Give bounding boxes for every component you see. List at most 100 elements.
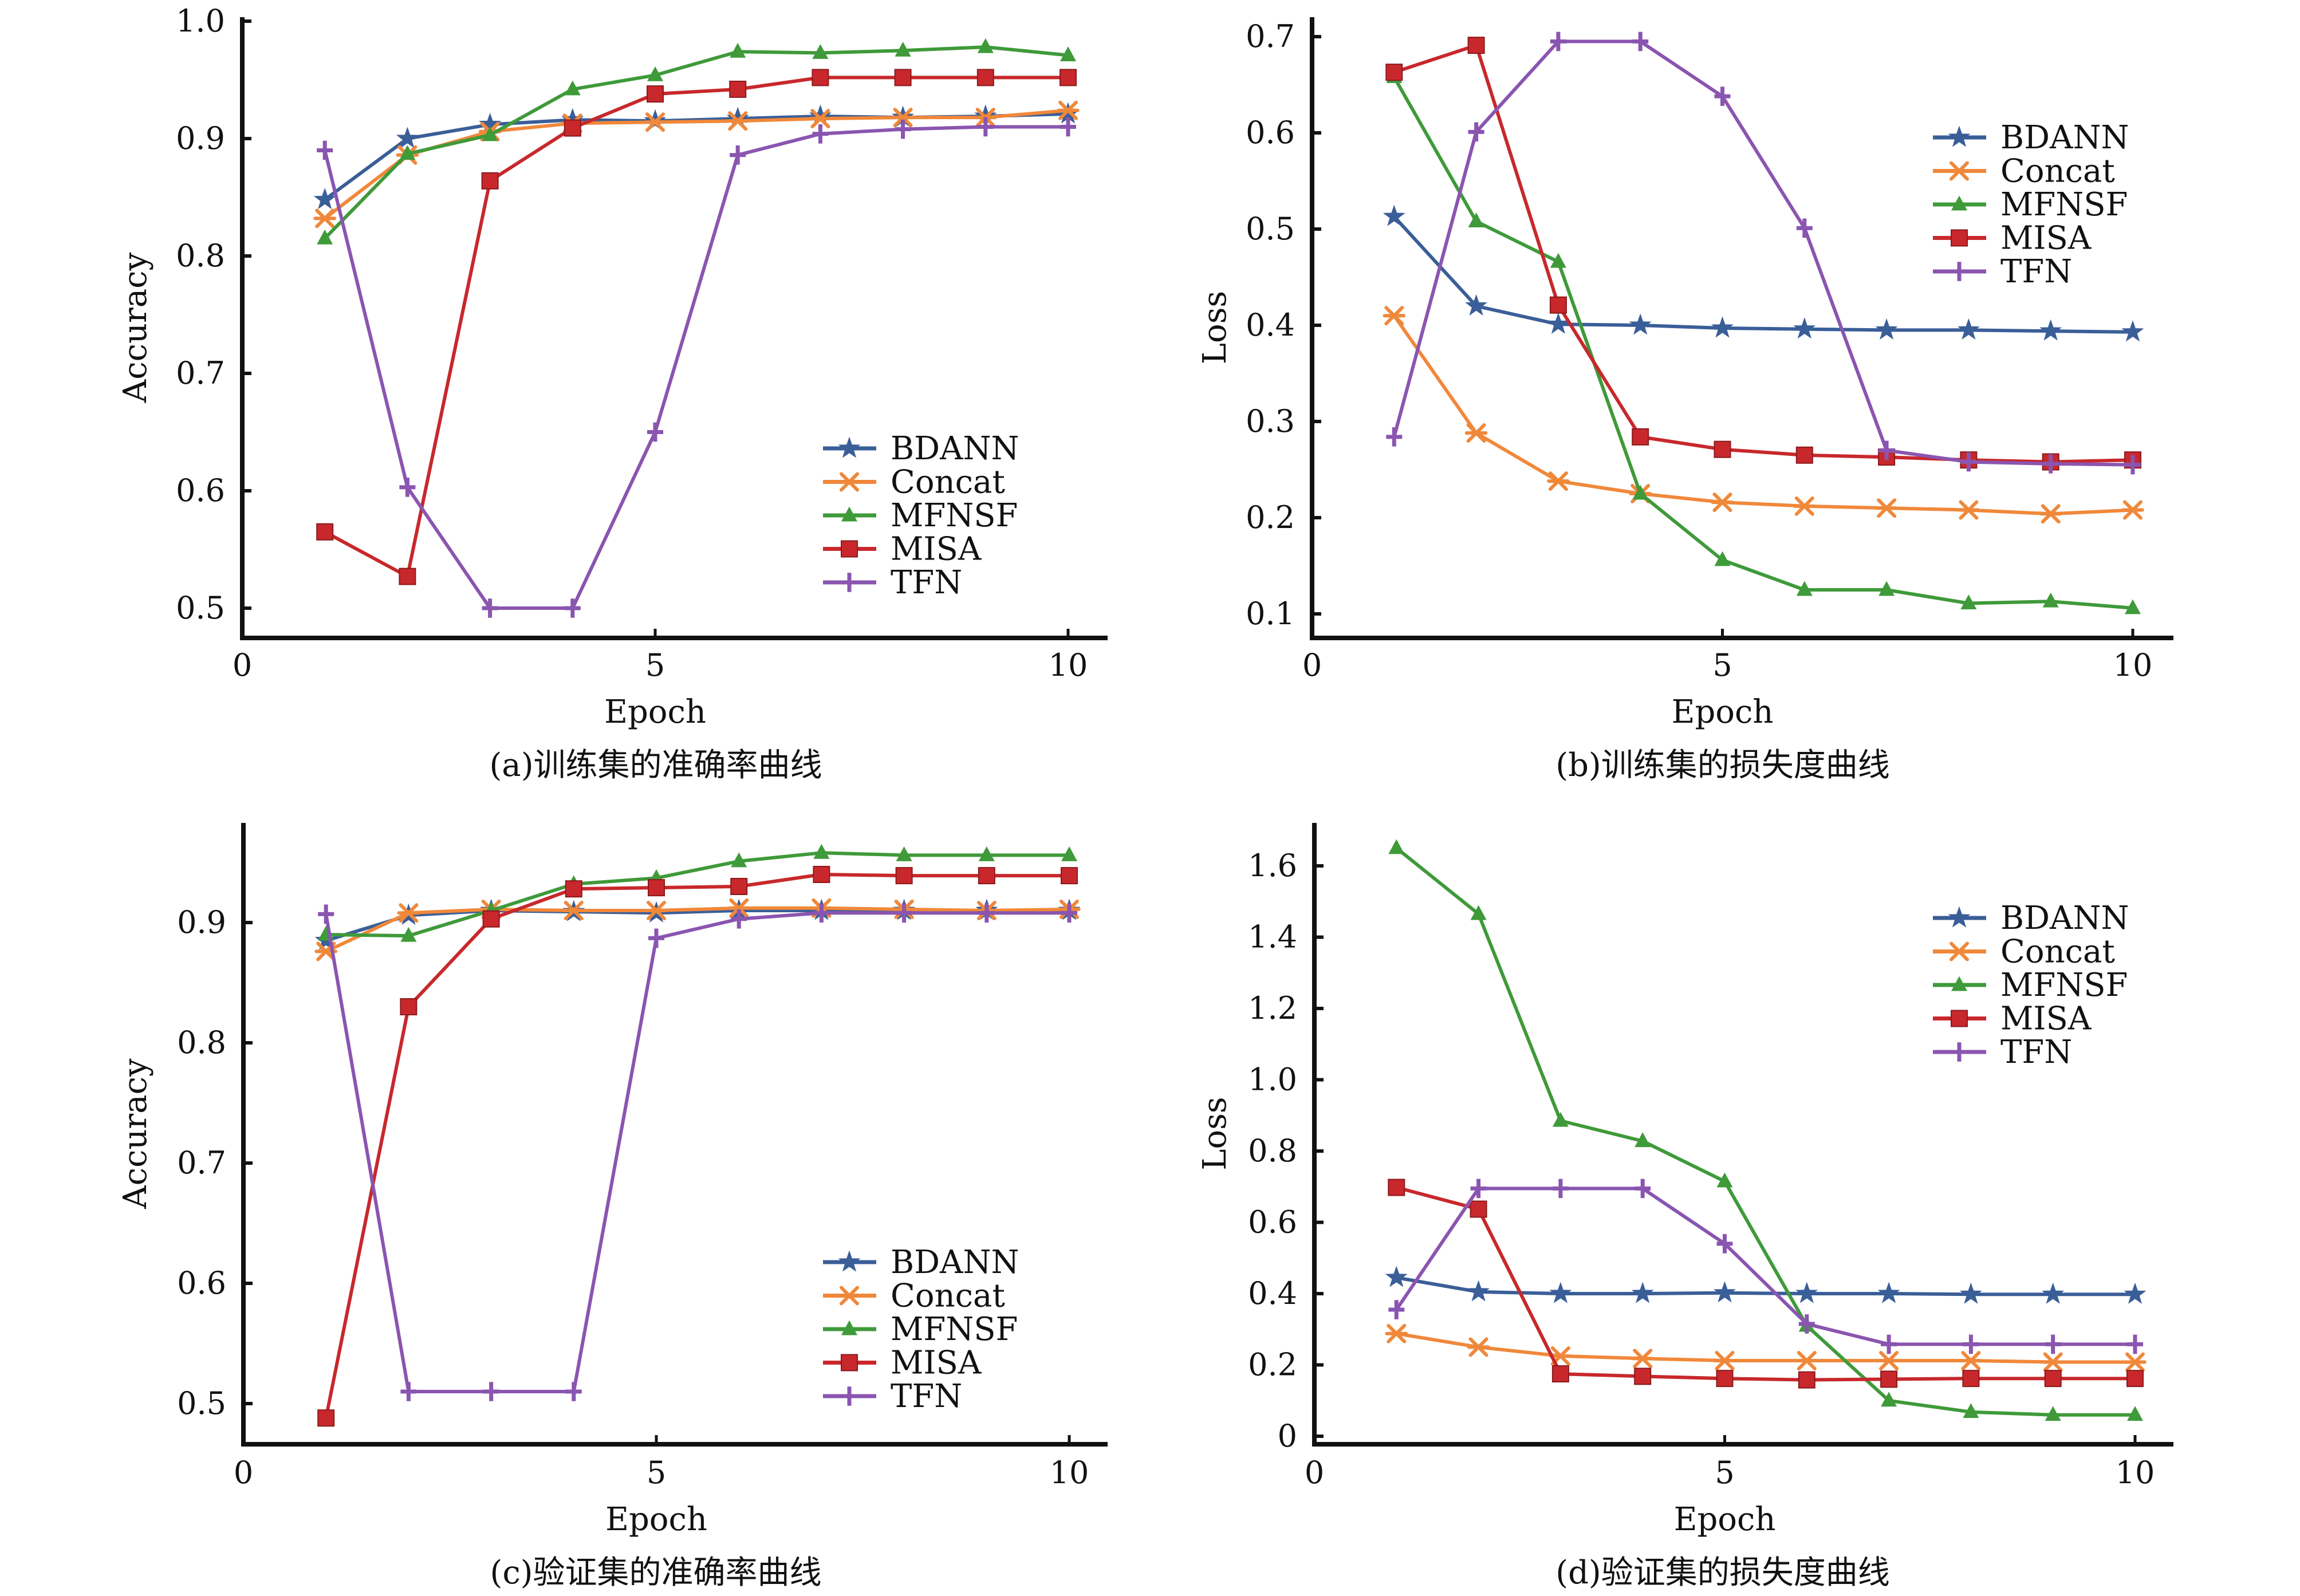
series-mfnsf xyxy=(317,38,1076,245)
chart-panel-a: 0.5 0.6 0.7 0.8 0.9 1.0 0 5 10 Epoch Accuracy (a)训练… xyxy=(117,3,1108,784)
data-point-bdann xyxy=(1793,317,1816,339)
data-point-concat xyxy=(2124,1352,2147,1372)
data-point-misa xyxy=(1061,867,1078,885)
data-point-misa xyxy=(565,880,582,898)
data-point-mfnsf xyxy=(399,145,416,160)
y-axis-label: Accuracy xyxy=(117,1058,154,1209)
data-point-misa xyxy=(400,998,418,1015)
legend-label: TFN xyxy=(891,1378,962,1415)
data-point-concat xyxy=(1711,492,1734,513)
data-point-concat xyxy=(2121,500,2144,520)
data-point-tfn xyxy=(1061,903,1077,923)
data-point-misa xyxy=(1388,1179,1405,1196)
data-point-tfn xyxy=(647,422,663,442)
x-tick-label: 5 xyxy=(647,1455,666,1491)
y-tick-label: 0.4 xyxy=(1246,307,1295,343)
series-line-misa xyxy=(1393,44,2133,464)
series-bdann xyxy=(313,102,1080,210)
legend-item-bdann: BDANN xyxy=(823,1244,1019,1281)
legend-item-bdann: BDANN xyxy=(823,430,1019,467)
legend-label: BDANN xyxy=(891,1244,1019,1281)
data-point-tfn xyxy=(2042,454,2059,474)
legend-star-icon xyxy=(838,1250,861,1272)
legend-item-concat: Concat xyxy=(1933,153,2115,190)
x-tick-label: 0 xyxy=(234,1455,253,1491)
data-point-misa xyxy=(317,1409,335,1427)
chart-caption: (a)训练集的准确率曲线 xyxy=(489,747,822,784)
y-axis-label: Loss xyxy=(1196,1097,1234,1170)
series-misa xyxy=(1388,1179,2144,1389)
legend-item-tfn: TFN xyxy=(823,1378,962,1415)
x-tick-label: 0 xyxy=(1305,1455,1324,1491)
y-tick-label: 0.6 xyxy=(177,1265,226,1301)
data-point-misa xyxy=(2126,1370,2144,1388)
y-tick-label: 0.5 xyxy=(1246,211,1295,247)
data-point-misa xyxy=(1962,1370,1980,1388)
data-point-misa xyxy=(1470,1200,1487,1218)
legend-label: BDANN xyxy=(2000,119,2129,156)
series-line-tfn xyxy=(324,911,1069,1393)
legend-triangle-icon xyxy=(841,1320,857,1335)
data-point-mfnsf xyxy=(1061,846,1077,861)
data-point-mfnsf xyxy=(813,844,830,859)
legend-star-icon xyxy=(838,436,861,458)
data-point-mfnsf xyxy=(1060,46,1076,61)
data-point-concat xyxy=(2041,1352,2065,1372)
y-tick-label: 0 xyxy=(1278,1418,1297,1454)
data-point-misa xyxy=(1880,1370,1898,1388)
data-point-tfn xyxy=(565,1382,582,1401)
data-point-bdann xyxy=(1631,1282,1654,1303)
data-point-tfn xyxy=(1963,1334,1979,1354)
data-point-bdann xyxy=(1795,1282,1818,1303)
legend-item-concat: Concat xyxy=(823,1278,1005,1315)
data-point-bdann xyxy=(1467,1280,1490,1302)
data-point-tfn xyxy=(648,928,664,948)
legend-item-misa: MISA xyxy=(823,531,982,568)
legend-triangle-icon xyxy=(1951,195,1967,211)
data-point-mfnsf xyxy=(482,126,498,141)
legend-label: Concat xyxy=(891,464,1005,501)
data-point-misa xyxy=(1060,69,1077,86)
data-point-bdann xyxy=(1385,1266,1408,1287)
data-point-misa xyxy=(316,523,334,541)
data-point-tfn xyxy=(318,904,334,924)
x-axis-label: Epoch xyxy=(1672,693,1774,731)
y-tick-label: 0.6 xyxy=(1246,115,1295,151)
data-point-tfn xyxy=(731,909,747,929)
legend-item-bdann: BDANN xyxy=(1933,119,2129,156)
x-tick-label: 0 xyxy=(1302,647,1322,683)
y-tick-label: 0.7 xyxy=(1246,18,1295,54)
data-point-tfn xyxy=(317,140,333,160)
legend-square-icon xyxy=(1951,1010,1968,1027)
y-tick-label: 0.8 xyxy=(176,238,225,274)
data-point-misa xyxy=(1632,428,1649,446)
data-point-concat xyxy=(1385,1323,1408,1343)
data-point-concat xyxy=(1713,1351,1736,1371)
data-point-tfn xyxy=(564,598,581,618)
y-tick-label: 0.8 xyxy=(177,1024,226,1061)
series-line-misa xyxy=(1396,1185,2135,1382)
data-point-tfn xyxy=(2125,455,2141,475)
legend-x-icon xyxy=(838,472,861,492)
data-point-concat xyxy=(809,109,832,129)
data-point-tfn xyxy=(1470,1179,1487,1199)
data-point-mfnsf xyxy=(1470,905,1487,920)
y-tick-label: 0.8 xyxy=(1248,1133,1297,1169)
data-point-concat xyxy=(313,208,336,228)
legend-plus-icon xyxy=(841,1386,857,1406)
series-line-mfnsf xyxy=(326,851,1069,938)
y-tick-label: 1.4 xyxy=(1248,919,1297,955)
series-tfn xyxy=(317,117,1076,618)
data-point-tfn xyxy=(730,145,746,165)
data-point-tfn xyxy=(2127,1334,2143,1354)
series-bdann xyxy=(1383,204,2144,342)
data-point-misa xyxy=(1549,296,1567,314)
data-point-tfn xyxy=(482,598,498,618)
data-point-misa xyxy=(978,867,995,885)
y-tick-label: 0.6 xyxy=(176,472,225,509)
y-tick-label: 0.2 xyxy=(1246,499,1295,535)
data-point-tfn xyxy=(1632,31,1649,52)
data-point-mfnsf xyxy=(1960,594,1977,610)
legend-item-mfnsf: MFNSF xyxy=(823,1311,1018,1348)
legend-item-bdann: BDANN xyxy=(1933,900,2129,937)
